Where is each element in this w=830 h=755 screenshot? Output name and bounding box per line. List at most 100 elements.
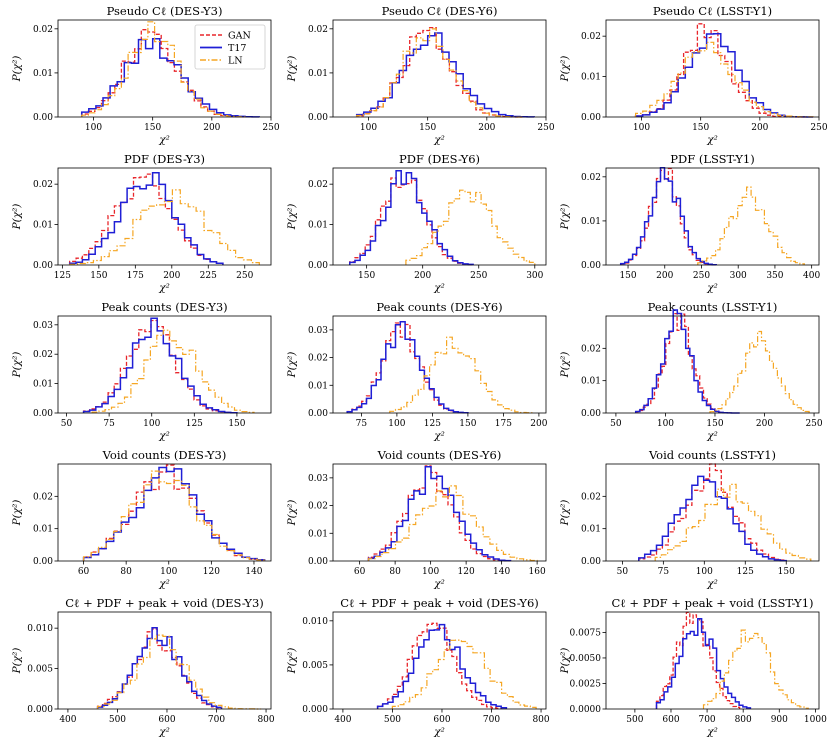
- x-tick-label: 125: [424, 419, 441, 429]
- axes-frame: [332, 463, 547, 562]
- histogram-t17: [80, 37, 260, 118]
- y-tick-label: 0.01: [33, 380, 53, 390]
- x-tick-label: 100: [696, 567, 713, 577]
- y-tick-label: 0.01: [33, 221, 53, 231]
- y-tick-label: 0.00: [581, 261, 601, 271]
- x-axis-label: χ²: [706, 282, 718, 294]
- subplot-title: Cℓ + PDF + peak + void (LSST-Y1): [611, 596, 813, 610]
- subplot-title: Peak counts (DES-Y6): [376, 300, 502, 314]
- x-tick-label: 100: [85, 123, 102, 133]
- y-tick-label: 0.02: [308, 354, 328, 364]
- subplot-10: Void counts (DES-Y3) 60 80 100 120 140 0.00 0.0…: [11, 448, 272, 590]
- axes-frame: [57, 167, 272, 266]
- y-tick-label: 0.00: [33, 261, 53, 271]
- x-tick-label: 800: [735, 715, 752, 725]
- histogram-ln: [356, 28, 523, 118]
- histogram-gan: [82, 464, 266, 561]
- x-tick-label: 200: [530, 419, 547, 429]
- x-axis-label: χ²: [158, 282, 170, 294]
- subplot-8: Peak counts (DES-Y6) 75 100 125 150 175 200 0.0…: [286, 300, 548, 442]
- x-axis-label: χ²: [158, 430, 170, 442]
- histogram-ln: [389, 336, 533, 414]
- x-tick-label: 200: [751, 123, 768, 133]
- y-axis-label: P(χ²): [11, 204, 23, 231]
- y-axis-label: P(χ²): [11, 56, 23, 83]
- y-tick-label: 0.03: [308, 326, 328, 336]
- y-tick-label: 0.02: [581, 173, 601, 183]
- y-axis-label: P(χ²): [286, 204, 298, 231]
- x-tick-label: 160: [529, 567, 546, 577]
- y-tick-label: 0.01: [581, 377, 601, 387]
- x-tick-label: 300: [730, 271, 747, 281]
- x-tick-label: 600: [433, 715, 450, 725]
- x-tick-label: 80: [389, 567, 401, 577]
- x-tick-label: 500: [384, 715, 401, 725]
- y-axis-label: P(χ²): [559, 204, 571, 231]
- histogram-t17: [96, 627, 223, 709]
- x-tick-label: 200: [203, 123, 220, 133]
- y-tick-label: 0.01: [581, 525, 601, 535]
- histogram-ln: [367, 485, 538, 562]
- axes-frame: [57, 463, 272, 562]
- histogram-gan: [349, 177, 474, 266]
- subplot-title: Void counts (LSST-Y1): [648, 448, 776, 462]
- subplot-title: PDF (DES-Y6): [399, 152, 480, 166]
- x-tick-label: 75: [103, 419, 115, 429]
- histogram-gan: [356, 26, 523, 118]
- subplot-1: Pseudo Cℓ (DES-Y3) 100 150 200 250 0.00 0.01 0.…: [11, 4, 280, 146]
- subplot-title: Peak counts (LSST-Y1): [648, 300, 778, 314]
- y-tick-label: 0.02: [33, 180, 53, 190]
- x-tick-label: 175: [127, 271, 144, 281]
- y-tick-label: 0.00: [581, 113, 601, 123]
- x-tick-label: 50: [61, 419, 73, 429]
- subplot-title: PDF (DES-Y3): [124, 152, 205, 166]
- y-axis-label: P(χ²): [286, 56, 298, 83]
- x-axis-label: χ²: [158, 134, 170, 146]
- histogram-t17: [638, 475, 787, 562]
- x-tick-label: 140: [245, 567, 262, 577]
- subplot-9: Peak counts (LSST-Y1) 50 100 150 200 250 0.00 0…: [559, 300, 823, 442]
- histogram-gan: [638, 463, 787, 561]
- y-tick-label: 0.00: [308, 409, 328, 419]
- x-tick-label: 60: [78, 567, 90, 577]
- subplot-title: Pseudo Cℓ (DES-Y3): [107, 4, 223, 18]
- x-tick-label: 150: [619, 271, 636, 281]
- y-tick-label: 0.02: [33, 492, 53, 502]
- y-tick-label: 0.00: [581, 557, 601, 567]
- x-axis-label: χ²: [158, 726, 170, 738]
- subplot-title: Pseudo Cℓ (DES-Y6): [382, 4, 498, 18]
- histogram-ln: [654, 483, 812, 561]
- x-tick-label: 125: [186, 419, 203, 429]
- y-axis-label: P(χ²): [559, 352, 571, 379]
- x-tick-label: 75: [658, 567, 670, 577]
- subplot-title: Peak counts (DES-Y3): [101, 300, 227, 314]
- y-tick-label: 0.000: [302, 705, 328, 715]
- x-tick-label: 800: [257, 715, 274, 725]
- x-axis-label: χ²: [433, 726, 445, 738]
- y-axis-label: P(χ²): [286, 352, 298, 379]
- x-tick-label: 175: [495, 419, 512, 429]
- x-axis-label: χ²: [158, 578, 170, 590]
- axes-frame: [605, 167, 820, 266]
- x-tick-label: 200: [656, 271, 673, 281]
- x-tick-label: 100: [422, 567, 439, 577]
- legend-label-t17: T17: [228, 43, 246, 54]
- subplot-2: Pseudo Cℓ (DES-Y6) 100 150 200 250 0.00 0.01 0.…: [286, 4, 555, 146]
- y-tick-label: 0.01: [581, 73, 601, 83]
- y-tick-label: 0.00: [308, 113, 328, 123]
- x-tick-label: 100: [633, 123, 650, 133]
- x-tick-label: 150: [778, 567, 795, 577]
- x-tick-label: 400: [803, 271, 820, 281]
- x-axis-label: χ²: [433, 430, 445, 442]
- x-tick-label: 120: [203, 567, 220, 577]
- histogram-ln: [405, 189, 536, 265]
- y-tick-label: 0.0075: [570, 628, 602, 638]
- histogram-ln: [81, 21, 248, 118]
- x-tick-label: 600: [662, 715, 679, 725]
- x-tick-label: 100: [143, 419, 160, 429]
- histogram-ln: [709, 330, 810, 413]
- histogram-t17: [68, 171, 224, 265]
- subplot-5: PDF (DES-Y6) 150 200 250 300 0.00 0.01 0.02 χ² P(…: [286, 152, 547, 294]
- axes-frame: [605, 19, 820, 118]
